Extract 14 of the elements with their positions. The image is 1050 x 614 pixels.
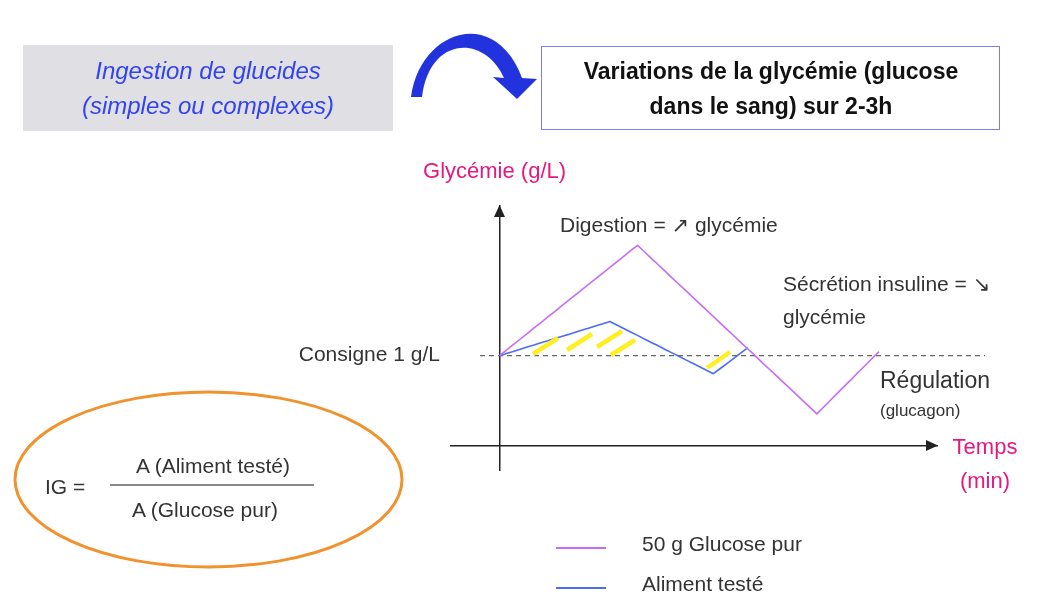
text: A (Glucose pur) <box>131 497 279 523</box>
y-axis-title: Glycémie (g/L) <box>423 158 567 184</box>
legend-label: 50 g Glucose pur <box>642 532 802 556</box>
text: Digestion = ↗ glycémie <box>560 212 778 236</box>
text: Variations de la glycémie (glucose dans le sang) sur 2-3h <box>582 56 960 121</box>
annotation: (glucagon) <box>880 400 961 420</box>
x-axis-title: Temps (min) <box>952 433 1018 493</box>
annotation: Régulation <box>880 367 990 394</box>
text: IG = <box>45 474 86 500</box>
text: A (Aliment testé) <box>134 453 292 479</box>
annotation: Sécrétion insuline = ↘ glycémie <box>783 271 991 328</box>
ref-line-label: Consigne 1 g/L <box>298 342 440 366</box>
text: Ingestion de glucides (simples ou complexes) <box>80 56 336 121</box>
legend-label: Aliment testé <box>642 572 764 596</box>
